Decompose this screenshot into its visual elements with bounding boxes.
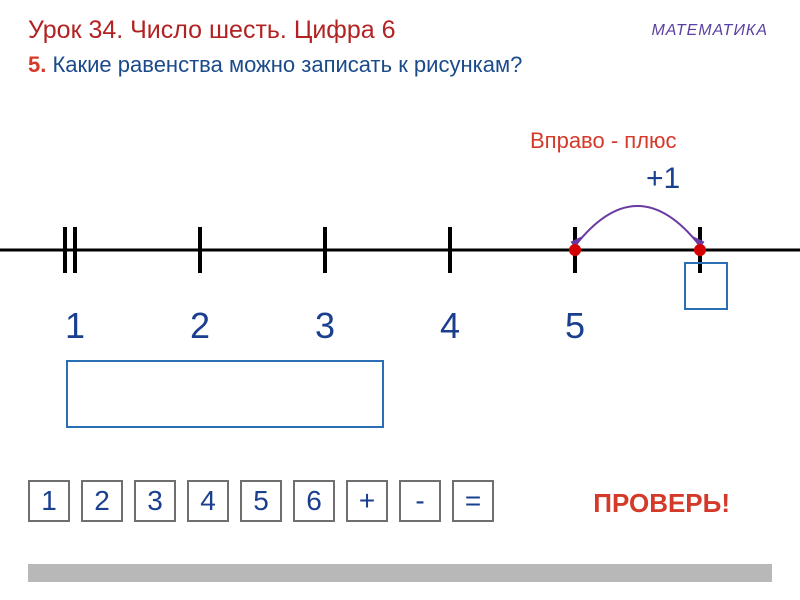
tile[interactable]: 5 xyxy=(240,480,282,522)
check-label: ПРОВЕРЬ! xyxy=(593,488,730,519)
number-line-svg xyxy=(0,200,800,340)
question-line: 5. Какие равенства можно записать к рису… xyxy=(28,52,522,78)
number-line: 12345 xyxy=(0,200,800,340)
footer-bar xyxy=(28,564,772,582)
tick-label: 1 xyxy=(65,305,85,347)
tile[interactable]: 2 xyxy=(81,480,123,522)
tile[interactable]: 3 xyxy=(134,480,176,522)
slide: Урок 34. Число шесть. Цифра 6 МАТЕМАТИКА… xyxy=(0,0,800,600)
tile[interactable]: 4 xyxy=(187,480,229,522)
tick-label: 2 xyxy=(190,305,210,347)
tile[interactable]: = xyxy=(452,480,494,522)
tile[interactable]: 6 xyxy=(293,480,335,522)
answer-box-six[interactable] xyxy=(684,262,728,310)
tick-label: 4 xyxy=(440,305,460,347)
plus-one-label: +1 xyxy=(646,162,680,196)
tile[interactable]: - xyxy=(399,480,441,522)
direction-hint: Вправо - плюс xyxy=(530,128,677,154)
lesson-title: Урок 34. Число шесть. Цифра 6 xyxy=(28,16,396,45)
tick-label: 5 xyxy=(565,305,585,347)
tiles-row: 123456 +-= xyxy=(28,480,494,522)
equation-input-box[interactable] xyxy=(66,360,384,428)
question-number: 5. xyxy=(28,52,46,77)
question-text: Какие равенства можно записать к рисунка… xyxy=(46,52,522,77)
tile[interactable]: + xyxy=(346,480,388,522)
subject-label: МАТЕМАТИКА xyxy=(651,22,768,40)
tile[interactable]: 1 xyxy=(28,480,70,522)
tick-label: 3 xyxy=(315,305,335,347)
